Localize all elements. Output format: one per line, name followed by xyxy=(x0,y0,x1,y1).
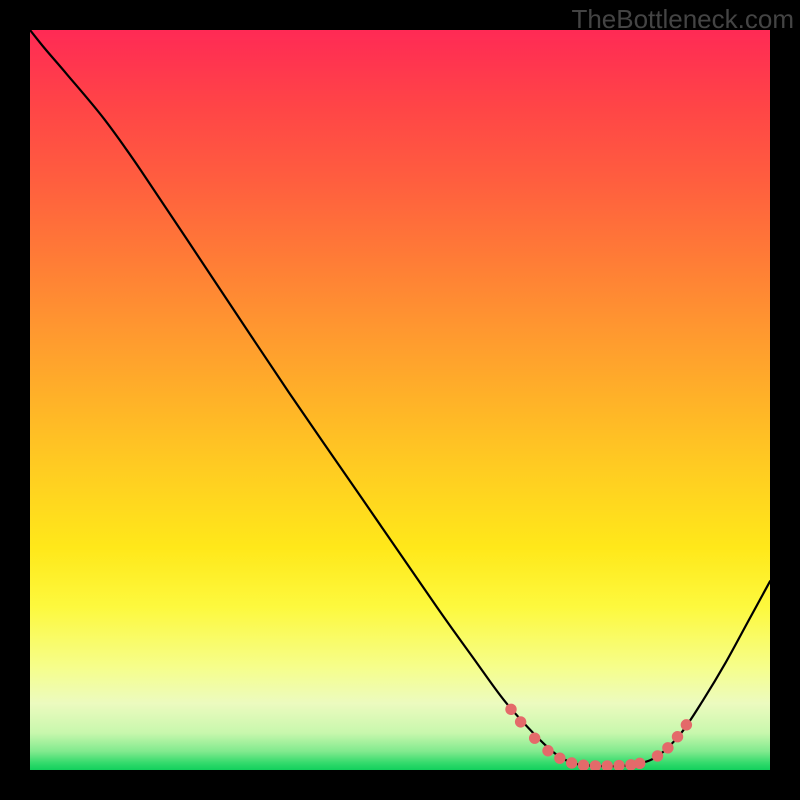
highlight-dot xyxy=(515,717,525,727)
highlight-dot xyxy=(578,760,588,770)
highlight-dot xyxy=(681,720,691,730)
highlight-dot xyxy=(663,743,673,753)
highlight-dot xyxy=(614,760,624,770)
highlight-dot xyxy=(672,732,682,742)
highlight-dot xyxy=(590,761,600,770)
chart-svg xyxy=(30,30,770,770)
highlight-dot xyxy=(543,746,553,756)
highlight-dot xyxy=(602,761,612,770)
highlight-dot xyxy=(566,758,576,768)
highlight-dot xyxy=(506,704,516,714)
gradient-background xyxy=(30,30,770,770)
chart-container: { "watermark": "TheBottleneck.com", "cha… xyxy=(0,0,800,800)
highlight-dot xyxy=(529,733,539,743)
highlight-dot xyxy=(652,751,662,761)
highlight-dot xyxy=(555,753,565,763)
highlight-dot xyxy=(635,758,645,768)
plot-area xyxy=(30,30,770,770)
watermark-text: TheBottleneck.com xyxy=(571,4,794,35)
